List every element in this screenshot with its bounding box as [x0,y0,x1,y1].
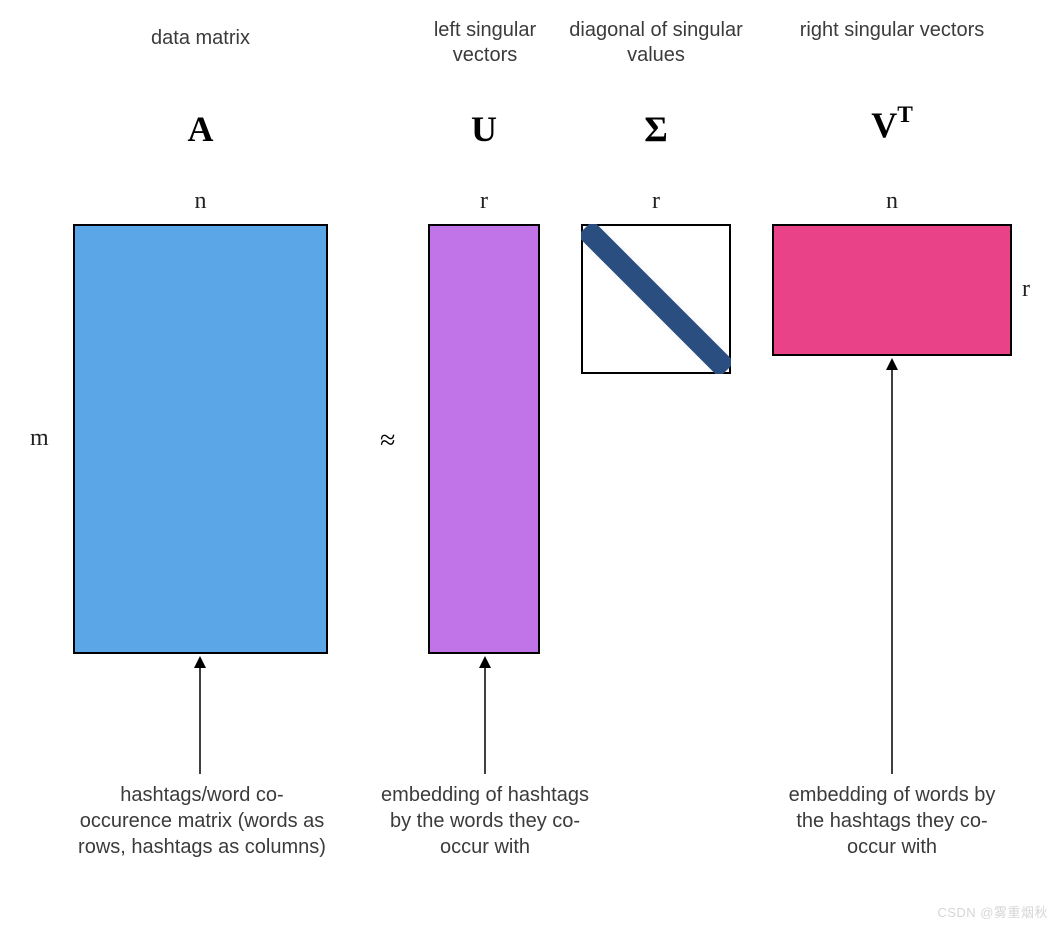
v-arrow [882,358,902,774]
a-header: data matrix [73,26,328,51]
v-caption: embedding of words by the hashtags they … [772,782,1012,860]
u-header: left singular vectors [400,18,570,68]
a-rect [73,224,328,654]
v-top-dim: n [772,188,1012,215]
v-header: right singular vectors [782,18,1002,43]
a-arrow [190,656,210,774]
u-symbol: U [428,108,540,150]
a-left-dim: m [30,425,49,452]
sigma-symbol: Σ [581,108,731,150]
a-symbol: A [73,108,328,150]
approx-symbol: ≈ [380,425,395,457]
v-rect [772,224,1012,356]
sigma-top-dim: r [581,188,731,215]
a-top-dim: n [73,188,328,215]
u-caption: embedding of hashtags by the words they … [370,782,600,860]
a-caption: hashtags/word co-occurence matrix (words… [78,782,326,860]
u-rect [428,224,540,654]
u-arrow [475,656,495,774]
sigma-header: diagonal of singular values [566,18,746,68]
u-top-dim: r [428,188,540,215]
v-symbol: VT [772,104,1012,146]
v-right-dim: r [1022,276,1030,303]
sigma-rect [581,224,731,374]
svd-diagram: data matrix A n m ≈ left singular vector… [0,0,1060,929]
watermark: CSDN @雾重烟秋 [937,902,1048,921]
